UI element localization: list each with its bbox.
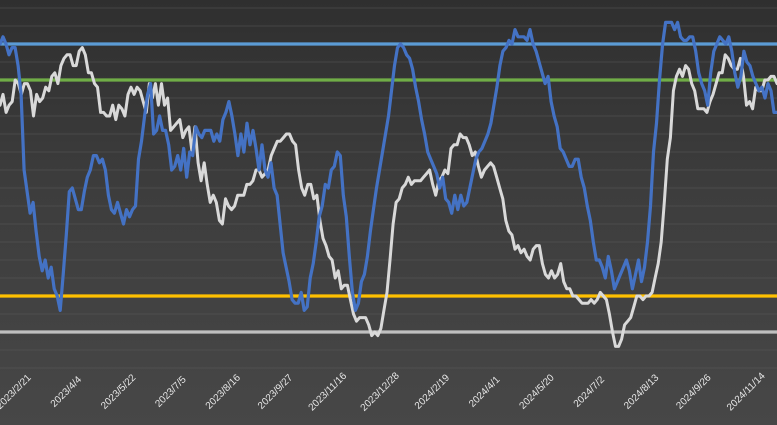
x-tick-label: 2024/4/1 (467, 374, 503, 410)
x-tick-label: 2023/8/16 (204, 372, 244, 412)
x-tick-label: 2024/7/2 (572, 374, 608, 410)
x-tick-label: 2023/12/28 (359, 370, 402, 413)
x-tick-label: 2023/9/27 (256, 372, 296, 412)
series-line-2 (0, 20, 777, 312)
x-tick-label: 2023/4/4 (49, 374, 85, 410)
x-tick-label: 2024/11/14 (725, 370, 768, 413)
x-tick-label: 2024/2/19 (413, 372, 453, 412)
reference-lines (0, 42, 777, 334)
x-tick-label: 2024/5/20 (517, 372, 557, 412)
x-tick-label: 2023/5/22 (99, 372, 139, 412)
x-tick-label: 2023/7/5 (153, 374, 189, 410)
series-line-1 (0, 46, 777, 348)
x-axis-tick-labels: 2023/2/21 2023/4/4 2023/5/22 2023/7/5 2023/8… (0, 370, 768, 413)
x-tick-label: 2024/8/13 (622, 372, 662, 412)
x-tick-label: 2024/9/26 (674, 372, 714, 412)
x-tick-label: 2023/2/21 (0, 372, 34, 412)
series-lines (0, 20, 777, 348)
x-tick-label: 2023/11/16 (307, 370, 350, 413)
